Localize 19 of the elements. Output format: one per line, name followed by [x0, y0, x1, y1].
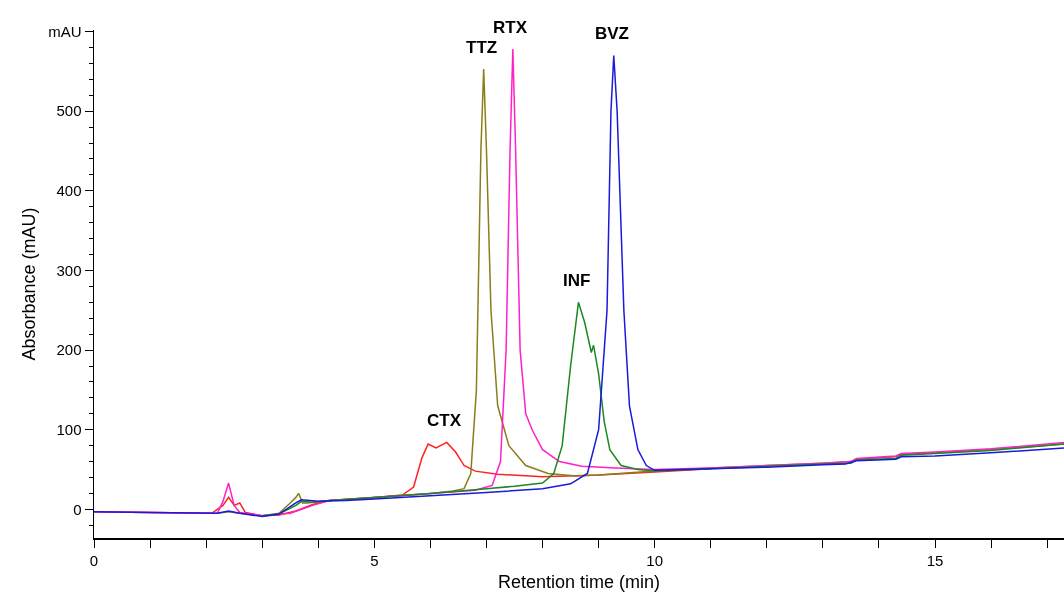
line-series — [261, 301, 1064, 517]
y-tick-label: 0 — [73, 500, 82, 518]
y-tick-label: mAU — [48, 22, 82, 40]
y-tick-label: 100 — [56, 420, 82, 438]
series-label: BVZ — [595, 24, 629, 43]
y-tick-label: 300 — [56, 261, 82, 279]
series-label: CTX — [427, 411, 462, 430]
x-tick-label: 0 — [89, 551, 99, 569]
x-tick-label: 15 — [926, 551, 944, 569]
series-label: INF — [563, 271, 591, 290]
y-tick-label: 500 — [56, 102, 82, 120]
x-tick-label: 10 — [646, 551, 664, 569]
y-axis-title: Absorbance (mAU) — [18, 207, 39, 361]
y-tick-label: 400 — [56, 182, 82, 200]
series-label: RTX — [493, 18, 528, 37]
x-tick-label: 5 — [370, 551, 379, 569]
y-tick-label: 200 — [56, 341, 82, 359]
series-label: TTZ — [466, 38, 498, 57]
x-axis-title: Retention time (min) — [497, 572, 661, 593]
